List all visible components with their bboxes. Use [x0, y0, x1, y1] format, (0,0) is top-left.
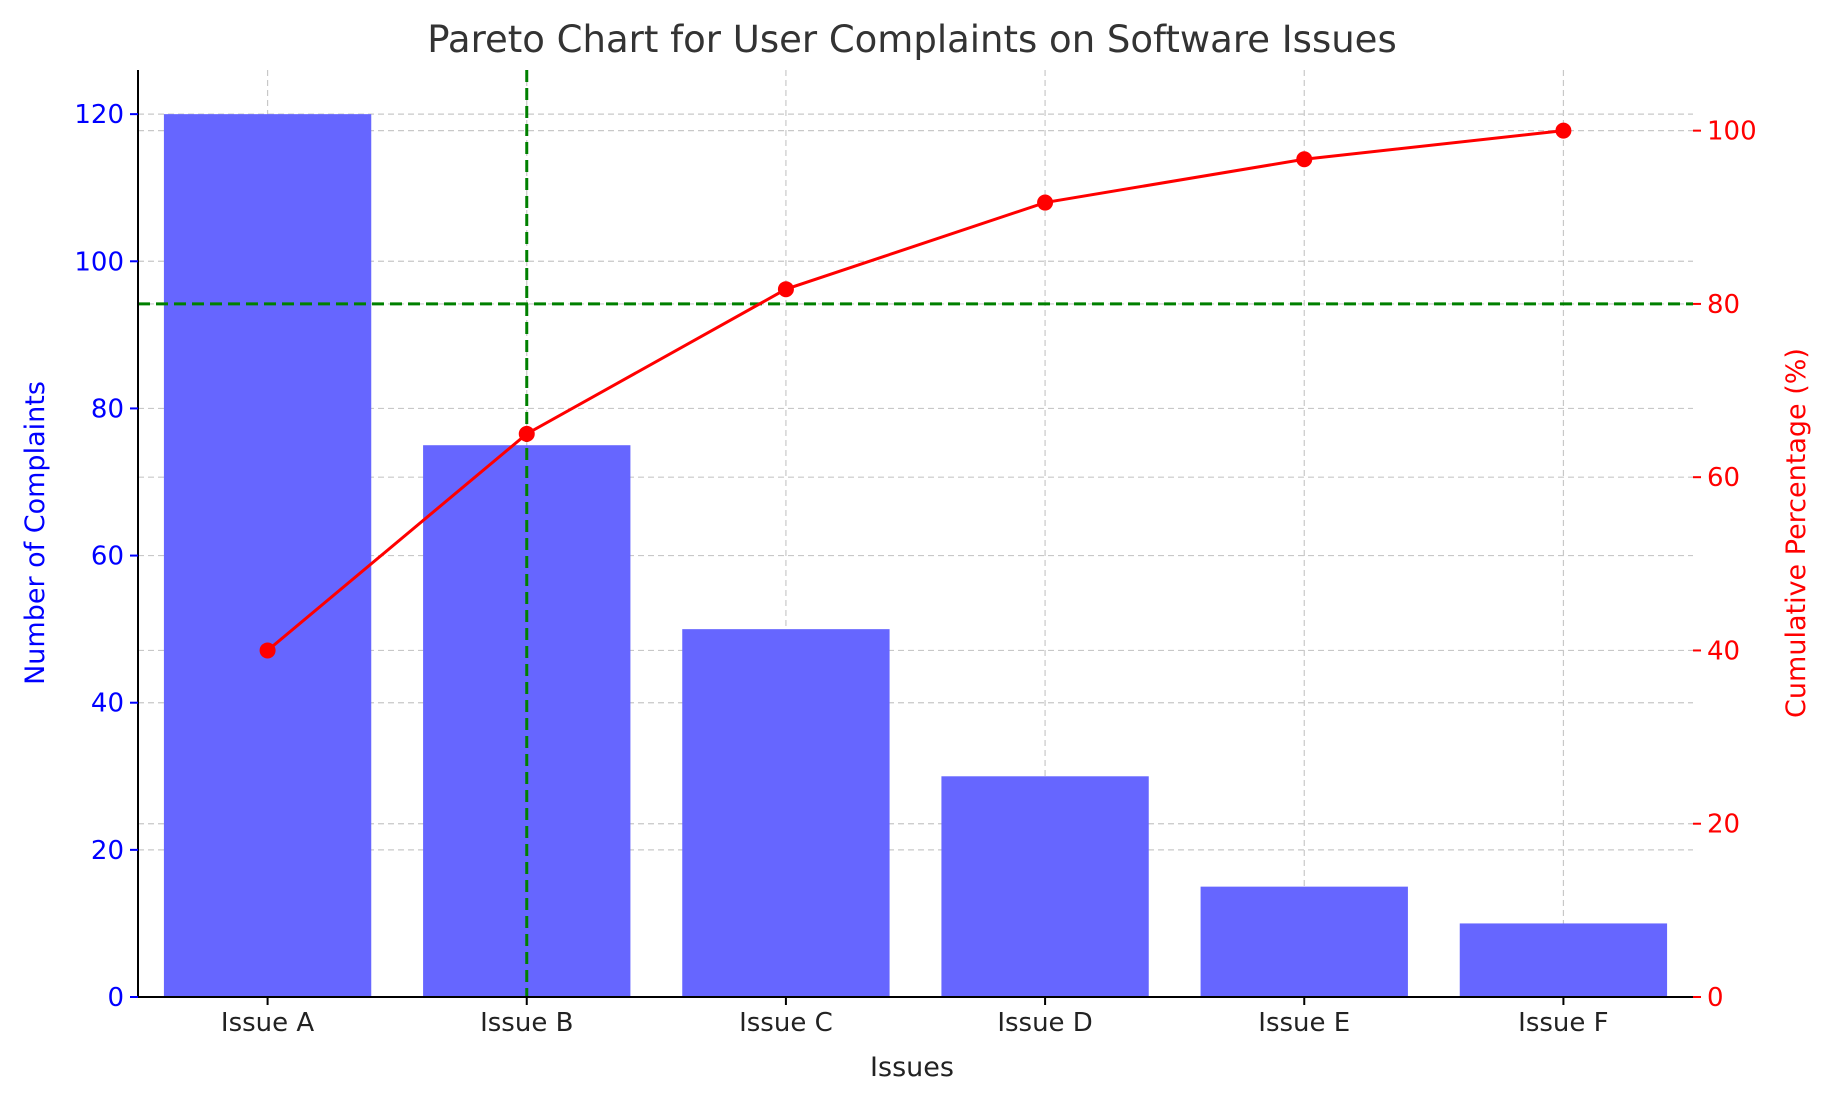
axes	[137, 70, 1693, 998]
y2-tick-label: 40	[1707, 636, 1740, 666]
tick-labels: 0 20 40 60 80 100 120 0 20 40 60 80 100 Issue A Issue …	[74, 100, 1756, 1038]
y-tick-label: 100	[74, 247, 124, 277]
cumulative-point	[1555, 122, 1572, 139]
y-tick-label: 60	[91, 542, 124, 572]
y-tick-label: 40	[91, 689, 124, 719]
bar-issue-f	[1459, 923, 1668, 997]
cumulative-line	[266, 129, 1564, 652]
y2-tick-label: 100	[1707, 117, 1757, 147]
cumulative-line-layer	[259, 122, 1572, 659]
y2-tick-label: 60	[1707, 463, 1740, 493]
x-tick-label: Issue D	[997, 1008, 1093, 1038]
bar-issue-e	[1200, 886, 1408, 997]
cumulative-point	[1296, 151, 1313, 168]
y-tick-label: 20	[91, 836, 124, 866]
y2-tick-label: 20	[1707, 810, 1740, 840]
y2-tick-label: 0	[1707, 983, 1724, 1013]
cumulative-point	[518, 425, 535, 442]
y2-tick-label: 80	[1707, 290, 1740, 320]
bar-issue-d	[941, 776, 1149, 997]
bar-issue-c	[682, 629, 890, 997]
x-tick-label: Issue B	[480, 1008, 573, 1038]
x-tick-label: Issue F	[1518, 1008, 1608, 1038]
y-tick-label: 120	[74, 100, 124, 130]
chart-title: Pareto Chart for User Complaints on Soft…	[427, 18, 1396, 61]
y2-axis-label: Cumulative Percentage (%)	[1781, 348, 1812, 718]
bar-issue-a	[163, 114, 372, 997]
y-tick-label: 80	[91, 394, 124, 424]
y-tick-label: 0	[107, 983, 124, 1013]
x-tick-label: Issue E	[1258, 1008, 1350, 1038]
x-tick-label: Issue A	[221, 1008, 314, 1038]
y-axis-label: Number of Complaints	[20, 381, 51, 685]
cumulative-point	[777, 281, 794, 298]
bars	[163, 114, 1668, 997]
x-tick-label: Issue C	[739, 1008, 833, 1038]
cumulative-point	[1037, 194, 1054, 211]
cumulative-point	[259, 642, 276, 659]
threshold-lines	[138, 70, 1693, 997]
x-axis-label: Issues	[870, 1052, 954, 1083]
